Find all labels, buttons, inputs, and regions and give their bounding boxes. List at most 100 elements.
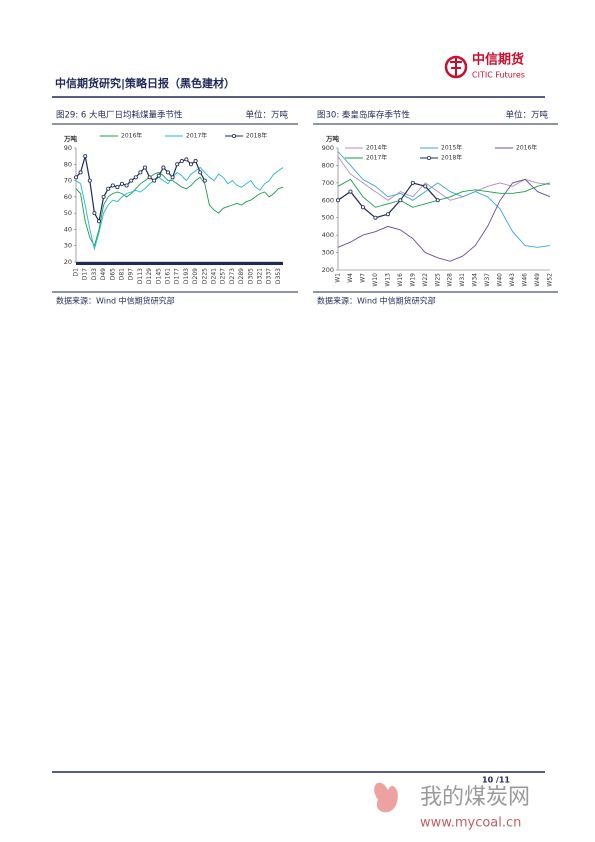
y-tick-label: 800 (322, 161, 334, 169)
legend-label: 2017年 (186, 132, 207, 140)
x-tick-label: D81 (119, 268, 126, 280)
y-tick-label: 80 (64, 160, 72, 168)
x-tick-label: D17 (82, 268, 89, 280)
x-tick-label: D305 (247, 268, 254, 284)
x-tick-label: W28 (447, 273, 454, 287)
point-marker (106, 186, 111, 191)
point-marker (97, 219, 102, 224)
point-marker (78, 170, 83, 175)
x-tick-label: W4 (347, 273, 354, 283)
point-marker (83, 154, 88, 159)
x-tick-label: D1 (73, 268, 80, 277)
x-tick-label: D321 (257, 268, 264, 284)
x-tick-label: D353 (275, 268, 282, 284)
x-tick-label: D33 (91, 268, 98, 280)
y-tick-label: 600 (322, 196, 334, 204)
y-tick-label: 700 (322, 179, 334, 187)
y-tick-label: 50 (64, 209, 72, 217)
point-marker (74, 175, 79, 180)
x-tick-label: W25 (434, 273, 441, 287)
watermark-name: 我的煤炭网 (420, 785, 530, 810)
figure-unit: 单位：万吨 (245, 110, 288, 121)
x-tick-label: W13 (384, 273, 391, 287)
watermark-url: www.mycoal.cn (420, 816, 521, 831)
y-tick-label: 40 (64, 225, 72, 233)
y-tick-label: 400 (322, 231, 334, 239)
legend-label: 2014年 (366, 144, 387, 152)
point-marker (348, 189, 353, 194)
x-tick-label: D241 (211, 268, 218, 284)
point-marker (110, 183, 115, 188)
point-marker (87, 178, 92, 183)
point-marker (120, 181, 125, 186)
legend-label: 2016年 (121, 132, 142, 140)
point-marker (360, 205, 365, 210)
x-tick-label: W1 (335, 273, 342, 283)
x-tick-label: W34 (472, 273, 479, 287)
header-title: 中信期货研究|策略日报（黑色建材） (55, 76, 235, 90)
x-tick-label: W10 (372, 273, 379, 287)
y-tick-label: 60 (64, 193, 72, 201)
y-tick-label: 30 (64, 242, 72, 250)
x-tick-label: W46 (522, 273, 529, 287)
point-marker (193, 159, 198, 164)
x-tick-label: W52 (547, 273, 554, 287)
logo-cn: 中信期货 (472, 52, 524, 68)
series-line (75, 171, 284, 247)
y-tick-label: 300 (322, 249, 334, 257)
x-tick-label: D49 (100, 268, 107, 280)
y-axis-label: 万吨 (63, 134, 78, 143)
point-marker (198, 170, 203, 175)
series-line (75, 166, 284, 251)
point-marker (142, 165, 147, 170)
x-tick-label: D273 (229, 268, 236, 284)
y-tick-label: 500 (322, 214, 334, 222)
point-marker (138, 170, 143, 175)
x-tick-label: D289 (238, 268, 245, 284)
x-tick-label: D113 (137, 268, 144, 284)
point-marker (101, 194, 106, 199)
point-marker (410, 180, 415, 185)
legend-label: 2018年 (441, 154, 462, 162)
point-marker (170, 175, 175, 180)
point-marker (156, 173, 161, 178)
legend-label: 2018年 (246, 132, 267, 140)
legend-marker (426, 155, 431, 160)
point-marker (92, 211, 97, 216)
x-tick-label: D129 (146, 268, 153, 284)
x-tick-label: D177 (174, 268, 181, 284)
x-tick-label: D209 (192, 268, 199, 284)
x-tick-label: W43 (509, 273, 516, 287)
watermark-icon (374, 782, 398, 813)
series-line (337, 178, 551, 208)
legend-marker (231, 133, 236, 138)
point-marker (129, 178, 134, 183)
point-marker (385, 212, 390, 217)
point-marker (423, 184, 428, 189)
y-tick-label: 200 (322, 266, 334, 274)
point-marker (184, 157, 189, 162)
logo-en: CITIC Futures (472, 71, 525, 80)
y-tick-label: 900 (322, 144, 334, 152)
figure-title: 图29: 6 大电厂日均耗煤量季节性 (56, 110, 183, 121)
y-tick-label: 90 (64, 144, 72, 152)
point-marker (147, 175, 152, 180)
point-marker (179, 159, 184, 164)
point-marker (115, 185, 120, 190)
point-marker (175, 162, 180, 167)
point-marker (373, 215, 378, 220)
x-axis-band (76, 262, 283, 265)
x-tick-label: W16 (397, 273, 404, 287)
x-tick-label: D97 (128, 268, 135, 280)
figure-title: 图30: 秦皇岛库存季节性 (317, 110, 410, 121)
logo-icon-inner (450, 58, 462, 76)
y-tick-label: 70 (64, 177, 72, 185)
legend-label: 2015年 (441, 144, 462, 152)
point-marker (398, 198, 403, 203)
x-tick-label: D193 (183, 268, 190, 284)
point-marker (133, 175, 138, 180)
figure-source: 数据来源：Wind 中信期货研究部 (317, 296, 436, 306)
x-tick-label: W7 (359, 273, 366, 283)
x-tick-label: D225 (201, 268, 208, 284)
